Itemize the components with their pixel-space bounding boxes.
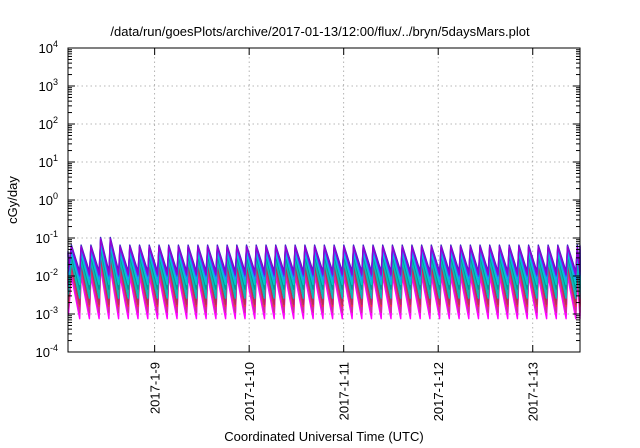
y-tick-label: 104 bbox=[39, 39, 58, 56]
y-tick-label: 10-2 bbox=[36, 267, 58, 284]
series-line-13 bbox=[67, 238, 581, 276]
y-tick-label: 10-3 bbox=[36, 305, 58, 322]
y-tick-label: 103 bbox=[39, 77, 58, 94]
x-tick-label: 2017-1-9 bbox=[148, 362, 163, 414]
y-tick-label: 10-4 bbox=[36, 343, 58, 360]
y-tick-label: 100 bbox=[39, 191, 58, 208]
series-line-9 bbox=[67, 244, 581, 286]
series-lines bbox=[67, 236, 581, 320]
y-axis-label: cGy/day bbox=[5, 176, 20, 224]
series-line-5 bbox=[67, 256, 581, 305]
series-line-6 bbox=[67, 252, 581, 299]
y-tick-label: 102 bbox=[39, 115, 58, 132]
x-axis-ticks: 2017-1-9 2017-1-10 2017-1-11 2017-1-12 2017-… bbox=[148, 48, 541, 421]
series-line-10 bbox=[67, 241, 581, 281]
y-tick-label: 101 bbox=[39, 153, 58, 170]
series-line-3 bbox=[67, 262, 581, 314]
x-tick-label: 2017-1-12 bbox=[431, 362, 446, 421]
y-tick-label: 10-1 bbox=[36, 229, 58, 246]
x-tick-label: 2017-1-10 bbox=[242, 362, 257, 421]
chart-title: /data/run/goesPlots/archive/2017-01-13/1… bbox=[110, 24, 530, 39]
x-axis-label: Coordinated Universal Time (UTC) bbox=[224, 429, 423, 444]
series-line-8 bbox=[67, 247, 581, 290]
x-tick-label: 2017-1-13 bbox=[526, 362, 541, 421]
x-tick-label: 2017-1-11 bbox=[337, 362, 352, 420]
y-axis-ticks: 10-4 10-3 10-2 10-1 100 101 102 103 104 bbox=[36, 39, 580, 360]
